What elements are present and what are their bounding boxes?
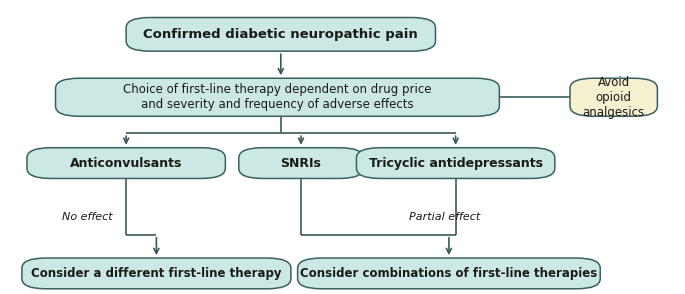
FancyBboxPatch shape [356,148,555,178]
FancyBboxPatch shape [55,78,499,116]
Text: No effect: No effect [62,212,113,222]
Text: Tricyclic antidepressants: Tricyclic antidepressants [369,157,543,170]
FancyBboxPatch shape [570,78,658,116]
Text: Avoid
opioid
analgesics: Avoid opioid analgesics [583,76,645,119]
Text: Consider combinations of first-line therapies: Consider combinations of first-line ther… [300,267,597,280]
Text: Partial effect: Partial effect [408,212,480,222]
Text: Consider a different first-line therapy: Consider a different first-line therapy [31,267,282,280]
Text: SNRIs: SNRIs [281,157,321,170]
FancyBboxPatch shape [22,258,291,289]
FancyBboxPatch shape [239,148,363,178]
Text: Choice of first-line therapy dependent on drug price
and severity and frequency : Choice of first-line therapy dependent o… [123,83,432,111]
Text: Confirmed diabetic neuropathic pain: Confirmed diabetic neuropathic pain [143,28,418,41]
Text: Anticonvulsants: Anticonvulsants [70,157,182,170]
FancyBboxPatch shape [27,148,225,178]
FancyBboxPatch shape [126,18,436,51]
FancyBboxPatch shape [297,258,600,289]
